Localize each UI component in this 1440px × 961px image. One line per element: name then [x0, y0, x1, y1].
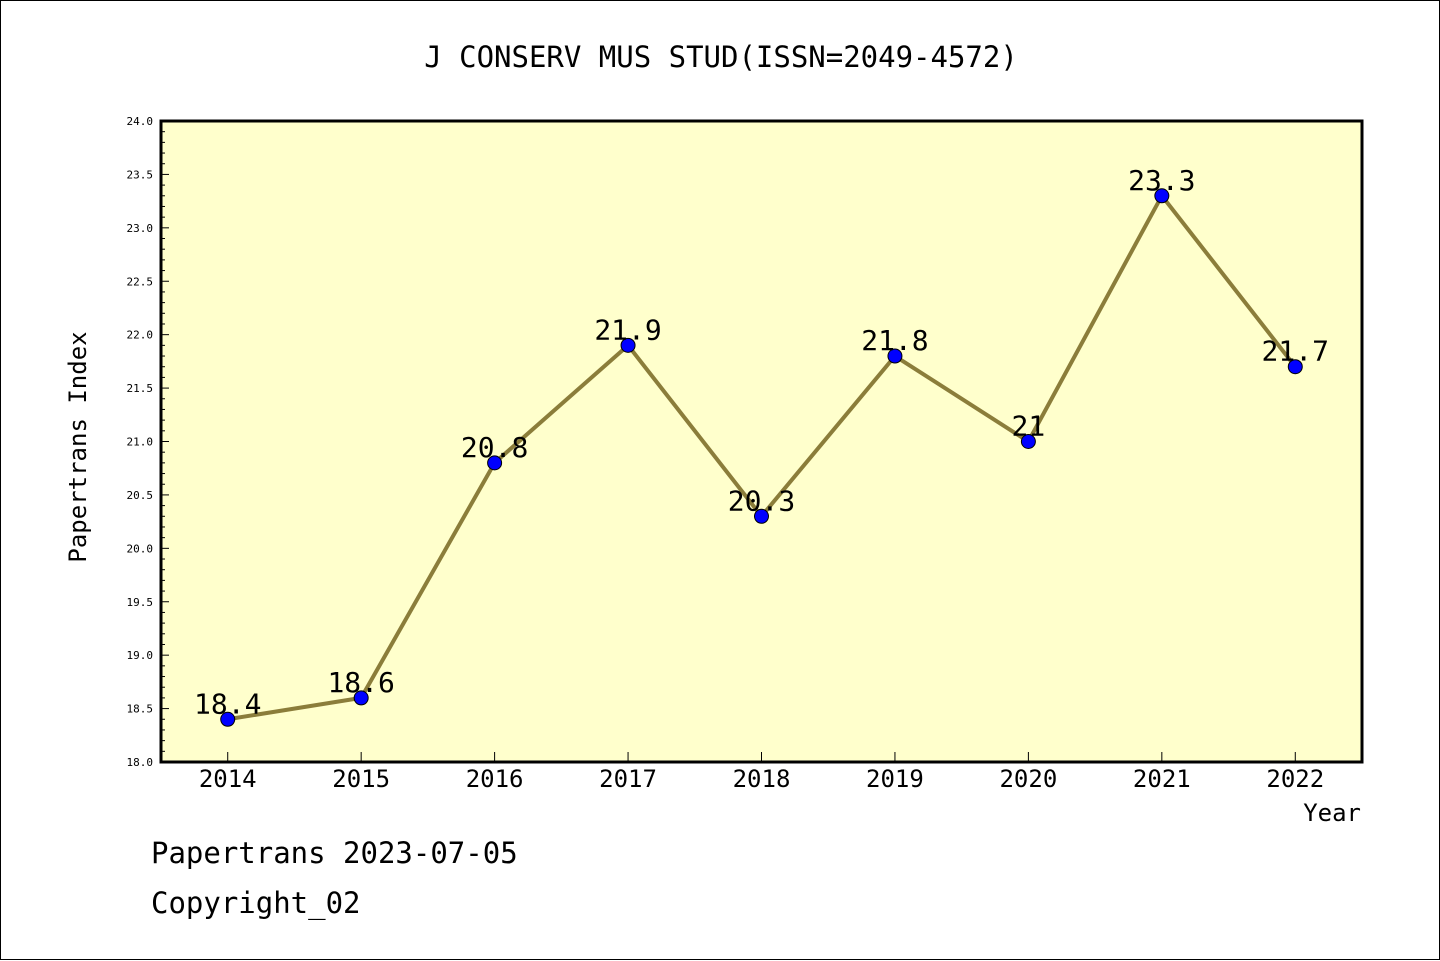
data-label: 20.3	[728, 484, 795, 517]
y-tick-label: 21.0	[127, 436, 154, 449]
data-label: 20.8	[461, 431, 528, 464]
data-point-marker	[887, 348, 903, 364]
y-tick-label: 22.5	[127, 275, 154, 288]
x-tick-label: 2021	[1133, 765, 1191, 793]
data-point-marker	[1020, 434, 1036, 449]
y-tick-label: 20.5	[127, 489, 154, 502]
data-point-marker	[1287, 359, 1303, 375]
x-tick-label: 2022	[1266, 765, 1324, 793]
y-axis: 18.0 18.5 19.0 19.5 20.0 20.5 21.0 21.5 22.0 22.5…	[127, 115, 169, 769]
x-tick-label: 2016	[466, 765, 524, 793]
x-tick-label: 2019	[866, 765, 924, 793]
data-label: 18.6	[327, 666, 394, 699]
x-tick-label: 2020	[999, 765, 1057, 793]
y-tick-label: 19.5	[127, 596, 154, 609]
footer-copyright-text: Copyright_02	[151, 886, 361, 920]
y-tick-label: 23.5	[127, 168, 154, 181]
y-tick-label: 18.0	[127, 756, 154, 769]
data-point-marker	[220, 711, 236, 727]
data-point-marker	[1154, 188, 1170, 204]
data-label: 21.9	[594, 313, 661, 346]
y-tick-label: 18.5	[127, 703, 154, 716]
data-label: 21	[1012, 410, 1046, 443]
data-label: 18.4	[194, 687, 261, 720]
x-axis: 2014 2015 2016 2017 2018 2019 2020 2021 2022	[199, 752, 1324, 793]
plot-area	[159, 119, 1364, 764]
data-point-marker	[754, 508, 769, 524]
data-point-marker	[353, 690, 369, 706]
x-tick-label: 2018	[733, 765, 791, 793]
data-label: 23.3	[1128, 164, 1195, 197]
chart-title: J CONSERV MUS STUD(ISSN=2049-4572)	[424, 40, 1018, 74]
data-point-marker	[620, 337, 636, 353]
x-tick-label: 2015	[332, 765, 390, 793]
y-axis-title: Papertrans Index	[64, 331, 92, 562]
y-tick-label: 21.5	[127, 382, 154, 395]
x-tick-label: 2017	[599, 765, 657, 793]
x-axis-title: Year	[1303, 799, 1361, 827]
series-group: 18.4 18.6 20.8 21.9 20.3 21.8 21 23.3 21.7	[194, 164, 1329, 727]
y-tick-label: 22.0	[127, 329, 154, 342]
data-point-marker	[487, 455, 503, 471]
data-label: 21.8	[861, 324, 928, 357]
data-label: 21.7	[1262, 335, 1329, 368]
x-tick-label: 2014	[199, 765, 257, 793]
footer-date-text: Papertrans 2023-07-05	[151, 836, 518, 870]
y-tick-label: 19.0	[127, 649, 154, 662]
y-tick-label: 24.0	[127, 115, 154, 128]
y-tick-label: 23.0	[127, 222, 154, 235]
y-tick-label: 20.0	[127, 542, 154, 555]
